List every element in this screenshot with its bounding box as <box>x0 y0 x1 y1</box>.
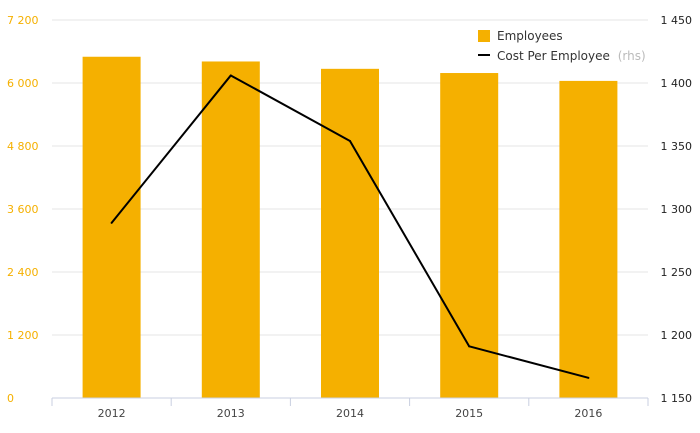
legend-label-cost: Cost Per Employee (rhs) <box>497 49 646 63</box>
x-tick-label: 2016 <box>574 407 602 420</box>
legend: Employees Cost Per Employee (rhs) <box>478 29 646 63</box>
right-tick-label: 1 150 <box>661 392 693 405</box>
left-tick-label: 6 000 <box>7 77 39 90</box>
right-tick-label: 1 200 <box>661 329 693 342</box>
legend-label-employees: Employees <box>497 29 563 43</box>
legend-rhs-suffix: (rhs) <box>618 49 646 63</box>
left-tick-label: 7 200 <box>7 14 39 27</box>
bar-employees <box>440 73 499 399</box>
bar-employees <box>201 61 260 398</box>
point-cost-per-employee <box>229 74 232 77</box>
left-tick-label: 3 600 <box>7 203 39 216</box>
left-tick-label: 2 400 <box>7 266 39 279</box>
right-y-axis: 1 150 1 200 1 250 1 300 1 350 1 400 1 450 <box>661 14 693 405</box>
x-tick-label: 2015 <box>455 407 483 420</box>
legend-swatch-employees <box>478 30 490 42</box>
right-tick-label: 1 250 <box>661 266 693 279</box>
right-tick-label: 1 450 <box>661 14 693 27</box>
left-tick-label: 1 200 <box>7 329 39 342</box>
bars <box>82 56 618 399</box>
bar-employees <box>559 80 618 399</box>
left-y-axis: 0 1 200 2 400 3 600 4 800 6 000 7 200 <box>7 14 39 405</box>
right-tick-label: 1 400 <box>661 77 693 90</box>
point-cost-per-employee <box>110 221 113 224</box>
bar-employees <box>321 68 379 398</box>
x-tick-label: 2013 <box>217 407 245 420</box>
x-tick-label: 2012 <box>98 407 126 420</box>
right-tick-label: 1 350 <box>661 140 693 153</box>
legend-label-cost-text: Cost Per Employee <box>497 49 610 63</box>
left-tick-label: 0 <box>7 392 14 405</box>
x-tick-label: 2014 <box>336 407 364 420</box>
bar-employees <box>82 56 141 398</box>
point-cost-per-employee <box>587 376 590 379</box>
point-cost-per-employee <box>349 139 351 142</box>
x-axis: 2012 2013 2014 2015 2016 <box>51 397 649 420</box>
right-tick-label: 1 300 <box>661 203 693 216</box>
point-cost-per-employee <box>468 345 471 348</box>
left-tick-label: 4 800 <box>7 140 39 153</box>
cost-line <box>110 74 590 379</box>
